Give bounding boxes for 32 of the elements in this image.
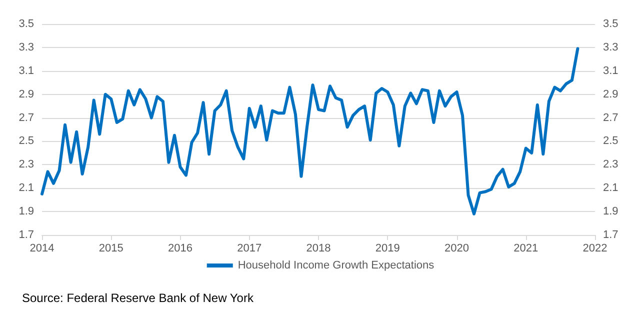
y2-tick-label: 3.5 bbox=[603, 18, 618, 30]
y2-tick-label: 1.9 bbox=[603, 206, 618, 218]
x-tick-label: 2020 bbox=[444, 242, 469, 254]
y-tick-label: 3.1 bbox=[18, 64, 34, 77]
y2-tick-label: 2.1 bbox=[603, 182, 618, 194]
x-tick-label: 2017 bbox=[237, 242, 262, 254]
y2-tick-label: 3.1 bbox=[603, 64, 618, 77]
x-tick-label: 2021 bbox=[514, 242, 538, 254]
y-tick-label: 2.5 bbox=[18, 135, 34, 148]
legend-label: Household Income Growth Expectations bbox=[238, 260, 435, 272]
y-tick-label: 2.7 bbox=[18, 112, 34, 124]
y2-tick-label: 1.7 bbox=[603, 229, 618, 241]
y-tick-label: 2.9 bbox=[18, 88, 34, 100]
x-tick-label: 2019 bbox=[375, 242, 400, 254]
y-tick-label: 3.3 bbox=[18, 41, 34, 54]
x-tick-label: 2015 bbox=[98, 242, 124, 254]
y2-tick-label: 2.7 bbox=[603, 112, 618, 124]
line-series bbox=[40, 47, 580, 216]
y2-tick-label: 3.3 bbox=[603, 41, 618, 54]
y2-tick-label: 2.3 bbox=[603, 158, 618, 171]
y2-tick-label: 2.5 bbox=[603, 135, 618, 148]
x-tick-label: 2016 bbox=[168, 242, 192, 254]
y-tick-label: 3.5 bbox=[18, 18, 34, 30]
y-tick-label: 1.7 bbox=[18, 229, 34, 241]
y-tick-label: 2.1 bbox=[18, 182, 34, 194]
x-tick-label: 2018 bbox=[306, 242, 331, 254]
y-tick-label: 2.3 bbox=[18, 158, 34, 171]
x-tick-label: 2022 bbox=[582, 242, 608, 254]
y-tick-label: 1.9 bbox=[18, 206, 34, 218]
source-note: Source: Federal Reserve Bank of New York bbox=[22, 291, 254, 305]
x-tick-label: 2014 bbox=[30, 242, 54, 254]
y2-tick-label: 2.9 bbox=[603, 88, 618, 100]
